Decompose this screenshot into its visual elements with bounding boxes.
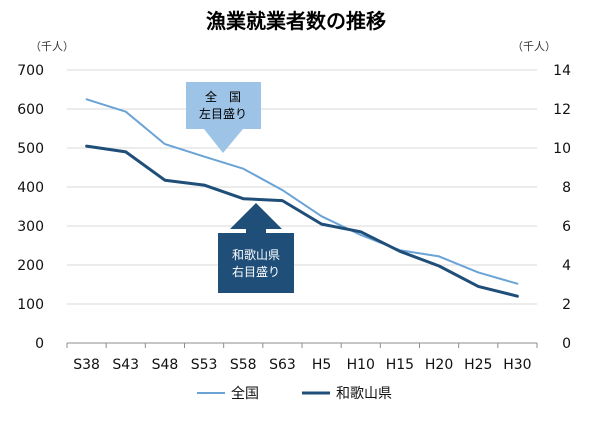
callout-national-line2: 左目盛り [199,106,247,121]
x-tick-label: S38 [73,357,100,373]
x-tick-label: H20 [425,357,453,373]
left-tick-label: 200 [17,258,44,274]
right-tick-label: 2 [562,297,571,313]
callout-wakayama-line2: 右目盛り [232,264,280,279]
right-tick-label: 14 [553,63,571,79]
right-tick-label: 8 [562,180,571,196]
x-tick-label: H5 [312,357,331,373]
series-line-1 [85,98,519,285]
series-lines [85,98,519,298]
x-axis-ticks: S38 S43 S48 S53 S58 S63 H5 H10 H15 H20 H25 H30 [73,357,531,373]
series-line-2 [85,144,519,298]
left-tick-label: 700 [17,63,44,79]
x-tick-label: H10 [347,357,375,373]
right-tick-label: 10 [553,141,571,157]
right-tick-label: 6 [562,219,571,235]
x-tick-label: H15 [386,357,414,373]
right-axis-ticks: 0 2 4 6 8 10 12 14 [553,63,571,352]
callout-national-box [186,82,261,129]
chart-title: 漁業就業者数の推移 [206,9,386,33]
callout-wakayama-line1: 和歌山県 [232,247,280,262]
right-tick-label: 4 [562,258,571,274]
callout-national: 全 国 左目盛り [186,82,261,153]
right-axis-unit: （千人） [512,40,556,53]
legend-label-1: 全国 [231,385,259,402]
gridlines [66,69,538,348]
callout-wakayama: 和歌山県 右目盛り [218,203,294,293]
x-tick-label: S58 [230,357,257,373]
left-tick-label: 100 [17,297,44,313]
left-tick-label: 500 [17,141,44,157]
left-tick-label: 0 [35,336,44,352]
left-tick-label: 400 [17,180,44,196]
callout-national-arrow [204,129,243,153]
legend-label-2: 和歌山県 [336,386,392,402]
x-tick-label: H30 [503,357,531,373]
callout-wakayama-box [218,233,294,293]
x-tick-label: H25 [464,357,492,373]
left-axis-unit: （千人） [30,40,74,53]
x-tick-label: S53 [191,357,218,373]
x-tick-label: S43 [112,357,139,373]
callout-wakayama-stem [246,228,266,234]
right-tick-label: 12 [553,102,571,118]
x-tick-label: S48 [152,357,179,373]
callout-national-line1: 全 国 [205,89,241,104]
right-tick-label: 0 [562,336,571,352]
left-tick-label: 300 [17,219,44,235]
callout-wakayama-arrow [230,203,282,229]
left-tick-label: 600 [17,102,44,118]
x-tick-label: S63 [269,357,296,373]
left-axis-ticks: 0 100 200 300 400 500 600 700 [17,63,44,352]
legend: 全国 和歌山県 [197,385,392,402]
